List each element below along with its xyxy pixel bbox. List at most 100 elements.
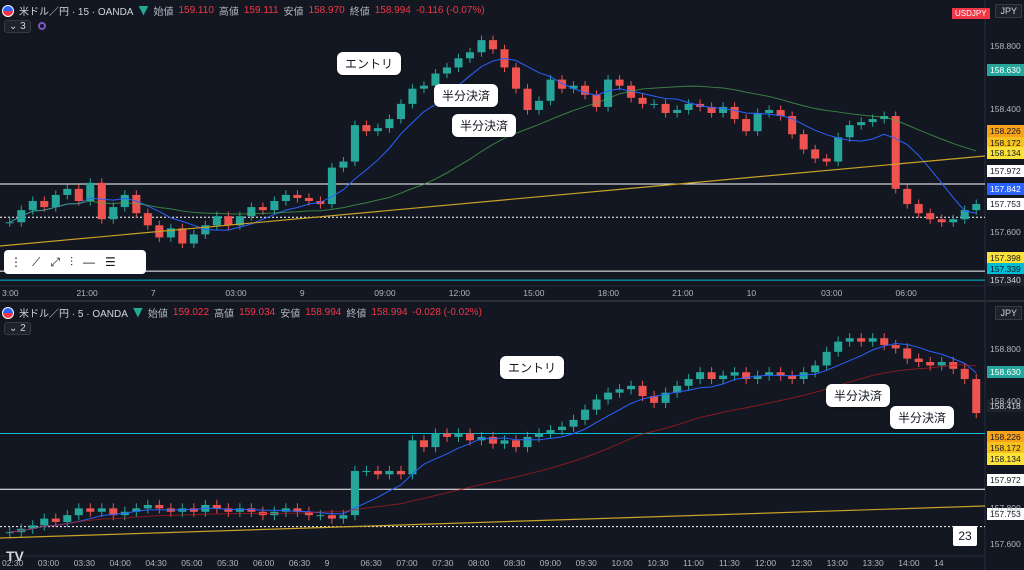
candle-body <box>615 389 624 393</box>
candle-body <box>350 470 359 516</box>
indicator-collapse-button[interactable]: ⌄ 3 <box>4 20 31 33</box>
candle-body <box>753 375 762 380</box>
candle-body <box>143 504 152 509</box>
candle-body <box>63 515 72 522</box>
candle-body <box>293 508 302 512</box>
time-tick-label: 03:00 <box>37 558 60 568</box>
candle-body <box>546 430 555 434</box>
pane-separator[interactable] <box>0 300 1024 302</box>
menu-icon[interactable]: ☰ <box>105 255 116 269</box>
currency-selector[interactable]: JPY <box>995 306 1022 320</box>
chart-pane-15m[interactable]: 米ドル／円 · 15 · OANDA 始値 159.110 高値 159.111 安… <box>0 0 1024 300</box>
candle-body <box>132 194 141 214</box>
candle-body <box>189 234 198 244</box>
indicator-collapse-button[interactable]: ⌄ 2 <box>4 322 31 335</box>
candle-body <box>132 508 141 512</box>
symbol-title[interactable]: 米ドル／円 · 5 · OANDA <box>19 309 128 320</box>
candle-body <box>914 204 923 214</box>
candle-body <box>281 508 290 512</box>
time-tick-label: 03:00 <box>225 288 247 298</box>
candle-body <box>868 338 877 342</box>
time-tick-label: 14 <box>934 558 944 568</box>
low-value: 158.970 <box>308 5 345 16</box>
indicator-icon[interactable] <box>38 22 46 30</box>
moving-average-line <box>9 343 977 533</box>
candle-body <box>765 109 774 113</box>
candle-body <box>558 79 567 89</box>
candle-body <box>396 470 405 475</box>
chart-canvas-15m[interactable] <box>0 0 1024 300</box>
candle-body <box>247 207 256 217</box>
candle-body <box>811 365 820 373</box>
drawing-toolbar[interactable]: ⋮ ⟋ ⤢ ⫶ — ☰ <box>4 250 146 274</box>
chart-header: 米ドル／円 · 15 · OANDA 始値 159.110 高値 159.111 安… <box>2 3 485 18</box>
candle-body <box>442 67 452 74</box>
candle-body <box>235 508 244 512</box>
price-tick-label: 158.800 <box>990 41 1021 51</box>
candle-body <box>661 103 670 113</box>
change-value: -0.028 (-0.02%) <box>412 307 483 318</box>
time-tick-label: 06:30 <box>360 558 382 568</box>
candle-body <box>74 188 83 202</box>
candle-body <box>707 106 716 113</box>
moving-average-slow-line <box>9 364 977 533</box>
candle-body <box>97 182 106 220</box>
price-label: 158.134 <box>987 147 1024 159</box>
high-value: 159.034 <box>239 307 276 318</box>
candle-body <box>316 515 325 517</box>
candle-body <box>845 125 854 138</box>
symbol-title[interactable]: 米ドル／円 · 15 · OANDA <box>19 7 134 18</box>
callout-half-close-1: 半分決済 <box>434 84 499 107</box>
line-icon[interactable]: ⟋ <box>32 254 41 269</box>
currency-selector[interactable]: JPY <box>995 4 1022 18</box>
candle-body <box>235 216 244 226</box>
candle-body <box>212 504 221 509</box>
candle-body <box>949 219 958 223</box>
candle-body <box>719 375 728 380</box>
candle-body <box>166 228 175 238</box>
candle-body <box>373 470 382 475</box>
candle-body <box>51 194 60 208</box>
candle-body <box>511 67 521 89</box>
candle-body <box>40 518 49 526</box>
candle-body <box>155 504 164 509</box>
candle-body <box>650 396 659 403</box>
chart-canvas-5m[interactable] <box>0 302 1024 570</box>
candle-body <box>327 515 336 519</box>
candle-body <box>742 372 751 380</box>
candle-body <box>86 508 95 512</box>
price-label: 157.972 <box>987 165 1024 177</box>
candle-body <box>914 358 923 363</box>
candle-body <box>742 119 751 132</box>
open-value: 159.110 <box>178 5 214 16</box>
candle-body <box>477 40 486 53</box>
candle-body <box>730 106 739 120</box>
candle-body <box>408 88 417 104</box>
fib-icon[interactable]: ⫶ <box>70 254 74 269</box>
chart-header: 米ドル／円 · 5 · OANDA 始値 159.022 高値 159.034 安値… <box>2 305 482 320</box>
open-label: 始値 <box>147 309 168 320</box>
change-value: -0.116 (-0.07%) <box>415 5 485 16</box>
candle-body <box>972 379 981 414</box>
candle-body <box>109 207 118 220</box>
drag-icon[interactable]: ⋮ <box>10 255 22 269</box>
ray-icon[interactable]: ⤢ <box>50 254 61 269</box>
candle-body <box>431 433 440 448</box>
candle-body <box>857 338 866 342</box>
time-tick-label: 09:00 <box>539 558 562 568</box>
candle-body <box>408 440 417 475</box>
candle-body <box>534 433 544 437</box>
price-label: 158.418 <box>987 400 1024 412</box>
hline-icon[interactable]: — <box>83 255 96 269</box>
candle-body <box>891 345 900 349</box>
symbol-badge: USDJPY <box>952 8 990 19</box>
candle-body <box>753 112 762 132</box>
candle-body <box>799 134 808 150</box>
chart-pane-5m[interactable]: 米ドル／円 · 5 · OANDA 始値 159.022 高値 159.034 安値… <box>0 302 1024 570</box>
time-tick-label: 15:00 <box>523 288 545 298</box>
candle-body <box>719 106 728 113</box>
time-tick-label: 12:30 <box>790 558 813 568</box>
time-tick-label: 02:30 <box>2 558 24 568</box>
candle-body <box>811 149 820 159</box>
callout-half-close-2: 半分決済 <box>890 406 955 429</box>
